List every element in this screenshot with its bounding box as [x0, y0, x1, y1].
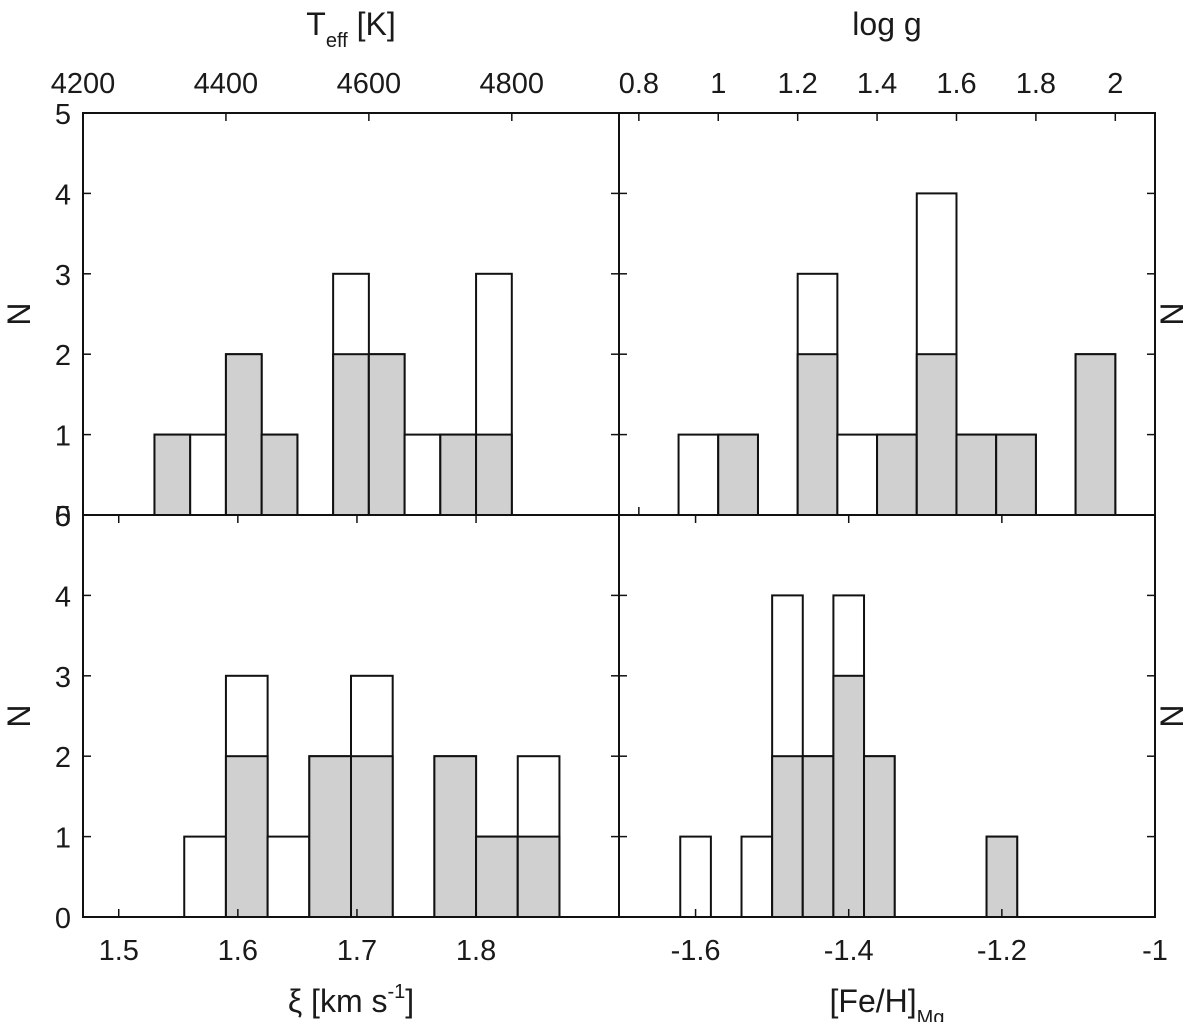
- y-tick-label: 4: [55, 179, 71, 211]
- x-tick-label: 2: [1107, 68, 1123, 100]
- x-tick-label: 1: [710, 68, 726, 100]
- x-tick-label: 0.8: [619, 68, 659, 100]
- bar-subset: [475, 835, 519, 918]
- x-tick-label: 1.4: [857, 68, 897, 100]
- bar-subset: [717, 433, 759, 517]
- y-tick-label: 3: [55, 260, 71, 292]
- x-tick-label: 1.6: [218, 935, 258, 967]
- x-axis-label: Teff [K]: [306, 6, 395, 52]
- bar-subset: [224, 353, 263, 517]
- bar-total: [679, 835, 712, 918]
- bar-subset: [332, 353, 370, 517]
- x-tick-label: 4800: [480, 68, 545, 100]
- x-axis-label: log g: [852, 6, 921, 42]
- y-tick-label: 4: [55, 581, 71, 613]
- y-tick-label: 2: [55, 340, 71, 372]
- bar-subset: [796, 353, 839, 517]
- bar-subset: [516, 835, 561, 918]
- bar-total: [189, 433, 227, 517]
- x-tick-label: 4600: [337, 68, 402, 100]
- y-axis-label: N: [1, 704, 37, 727]
- bar-subset: [955, 433, 998, 517]
- y-tick-label: 5: [55, 99, 71, 131]
- x-axis-label: ξ [km s-1]: [288, 981, 414, 1019]
- bar-total: [266, 835, 311, 918]
- bar-subset: [260, 433, 299, 517]
- bar-total: [403, 433, 442, 517]
- bar-subset: [224, 755, 269, 919]
- bar-subset: [153, 433, 192, 517]
- y-tick-label: 1: [55, 421, 71, 453]
- bar-subset: [863, 755, 896, 919]
- x-axis-label: [Fe/H]Mg: [830, 983, 945, 1022]
- bar-total: [677, 433, 720, 517]
- bar-total: [183, 835, 227, 918]
- bar-total: [740, 835, 774, 918]
- panel-bottom-right: -1.6 -1.4 -1.2 -1 N [Fe/H]Mg: [618, 514, 1190, 1022]
- panel-bottom-left: 1.5 1.6 1.7 1.8 0 1 2 3 4 5 Nξ [km s-1]: [1, 501, 620, 1019]
- bar-subset: [433, 755, 478, 919]
- y-tick-label: 3: [55, 662, 71, 694]
- bar-subset: [308, 755, 352, 919]
- bar-subset: [771, 755, 804, 919]
- x-tick-label: 1.2: [778, 68, 818, 100]
- bar-subset: [832, 674, 866, 918]
- x-tick-label: 4200: [51, 68, 116, 100]
- y-axis-label: N: [1, 302, 37, 325]
- x-tick-label: -1.4: [824, 935, 874, 967]
- x-tick-label: -1: [1142, 935, 1168, 967]
- y-axis-label: N: [1154, 704, 1190, 727]
- x-tick-label: 1.7: [337, 935, 377, 967]
- bar-subset: [985, 835, 1019, 918]
- bar-subset: [350, 755, 394, 919]
- bar-subset: [801, 755, 835, 919]
- panel-top-left: 4200 4400 4600 4800 0 1 2 3 4 5 N Teff [K]: [1, 6, 620, 533]
- y-tick-label: 5: [55, 501, 71, 533]
- bar-total: [836, 433, 879, 517]
- x-tick-label: -1.2: [977, 935, 1027, 967]
- x-tick-label: -1.6: [671, 935, 721, 967]
- y-tick-label: 1: [55, 823, 71, 855]
- bar-subset: [1074, 353, 1117, 517]
- y-axis-label: N: [1154, 302, 1190, 325]
- bar-subset: [995, 433, 1037, 517]
- y-tick-label: 2: [55, 742, 71, 774]
- y-tick-label: 0: [55, 501, 71, 533]
- panel-frame: [618, 514, 1156, 918]
- x-tick-label: 1.5: [99, 935, 139, 967]
- bar-subset: [439, 433, 478, 517]
- x-tick-label: 4400: [194, 68, 259, 100]
- x-tick-label: 1.6: [936, 68, 976, 100]
- bar-subset: [475, 433, 513, 517]
- x-tick-label: 1.8: [456, 935, 496, 967]
- y-tick-label: 0: [55, 903, 71, 935]
- bar-subset: [876, 433, 918, 517]
- bar-subset: [367, 353, 406, 517]
- x-tick-label: 1.8: [1016, 68, 1056, 100]
- bar-subset: [915, 353, 958, 517]
